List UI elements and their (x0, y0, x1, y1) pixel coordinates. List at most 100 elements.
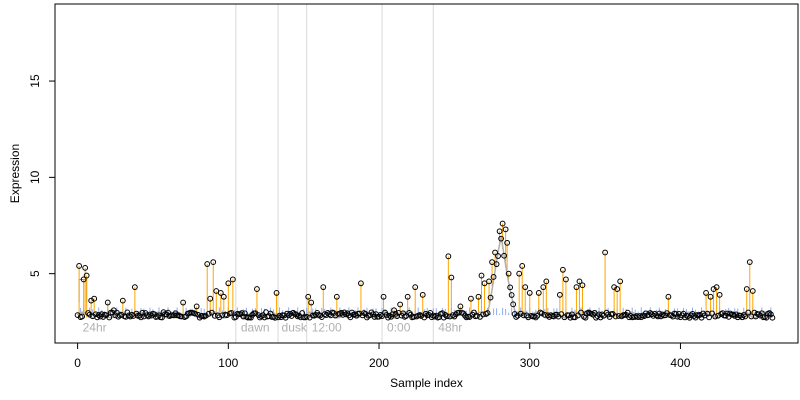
data-point (535, 290, 542, 296)
data-point (716, 291, 723, 298)
data-point (254, 286, 260, 292)
data-point (303, 313, 310, 320)
data-point (86, 311, 93, 318)
data-point (474, 312, 480, 319)
data-point (499, 220, 506, 227)
data-point (490, 274, 497, 280)
data-point (404, 293, 411, 300)
data-point (559, 266, 566, 273)
data-point (225, 280, 232, 287)
data-point (91, 295, 98, 302)
data-point (519, 263, 526, 269)
data-point (706, 314, 712, 321)
data-point (767, 311, 774, 318)
region-label: dawn (241, 320, 270, 334)
data-point (238, 310, 245, 316)
data-point (267, 310, 274, 317)
data-point (569, 311, 575, 318)
data-point (486, 278, 492, 285)
region-label: 48hr (438, 320, 462, 334)
data-point (703, 290, 709, 296)
data-point (740, 312, 747, 318)
data-point (468, 295, 474, 302)
y-axis: 5 10 15 (28, 74, 56, 277)
data-point (727, 310, 734, 317)
data-point (575, 312, 581, 319)
data-point (501, 252, 508, 259)
data-point (576, 278, 583, 285)
data-point (513, 314, 520, 320)
data-point (139, 309, 146, 316)
data-point (769, 314, 776, 321)
data-point (377, 312, 384, 318)
region-label: dusk (282, 320, 308, 334)
data-point (217, 290, 224, 296)
data-point (308, 299, 315, 306)
data-point (493, 261, 500, 268)
data-point (688, 312, 694, 319)
data-point (159, 314, 165, 321)
data-point (742, 313, 749, 320)
data-point (305, 293, 312, 300)
data-point (707, 293, 714, 300)
data-point (743, 286, 750, 292)
data-point (579, 282, 586, 289)
data-point (745, 309, 752, 316)
x-tick-label: 100 (218, 356, 238, 370)
data-point (685, 313, 691, 320)
data-point (208, 309, 215, 316)
data-point (249, 311, 256, 318)
data-point (449, 312, 456, 319)
data-point (573, 284, 580, 291)
data-point (532, 314, 539, 321)
y-tick-label: 5 (28, 270, 42, 277)
data-point (508, 292, 515, 298)
data-point (612, 313, 619, 320)
data-point (516, 270, 523, 277)
data-point (558, 311, 565, 318)
data-point (510, 301, 517, 308)
data-point (507, 284, 514, 291)
data-point (452, 311, 459, 318)
data-point (210, 259, 217, 266)
data-point (709, 310, 715, 317)
data-point (448, 274, 455, 281)
data-point (712, 313, 719, 320)
data-point (543, 278, 550, 285)
data-points (74, 220, 776, 321)
data-point (715, 312, 722, 319)
data-point (229, 276, 236, 283)
data-point (504, 239, 511, 246)
data-point (412, 284, 419, 291)
data-point (534, 312, 541, 319)
data-point (606, 314, 613, 320)
data-point (478, 272, 485, 279)
data-point (391, 307, 397, 314)
x-tick-label: 200 (369, 356, 389, 370)
region-label: 24hr (83, 320, 107, 334)
region-labels: 24hr dawn dusk 12:00 0:00 48hr (83, 320, 463, 334)
data-point (556, 291, 563, 298)
data-point (131, 284, 138, 291)
data-point (333, 293, 340, 300)
data-point (471, 309, 477, 316)
data-point (193, 303, 200, 310)
data-point (749, 288, 756, 294)
data-point (406, 310, 413, 316)
data-point (755, 311, 762, 318)
upper-segments (78, 223, 754, 318)
x-axis-title: Sample index (390, 376, 463, 390)
data-point (498, 235, 505, 242)
data-point (180, 299, 187, 306)
y-axis-title: Expression (8, 144, 22, 203)
data-point (272, 314, 278, 321)
data-point (526, 290, 533, 296)
data-point (82, 264, 89, 271)
data-point (192, 310, 199, 317)
data-point (118, 311, 125, 318)
data-point (443, 313, 450, 320)
data-point (79, 313, 86, 320)
data-point (232, 314, 239, 320)
data-point (320, 284, 327, 291)
data-point (495, 253, 501, 259)
